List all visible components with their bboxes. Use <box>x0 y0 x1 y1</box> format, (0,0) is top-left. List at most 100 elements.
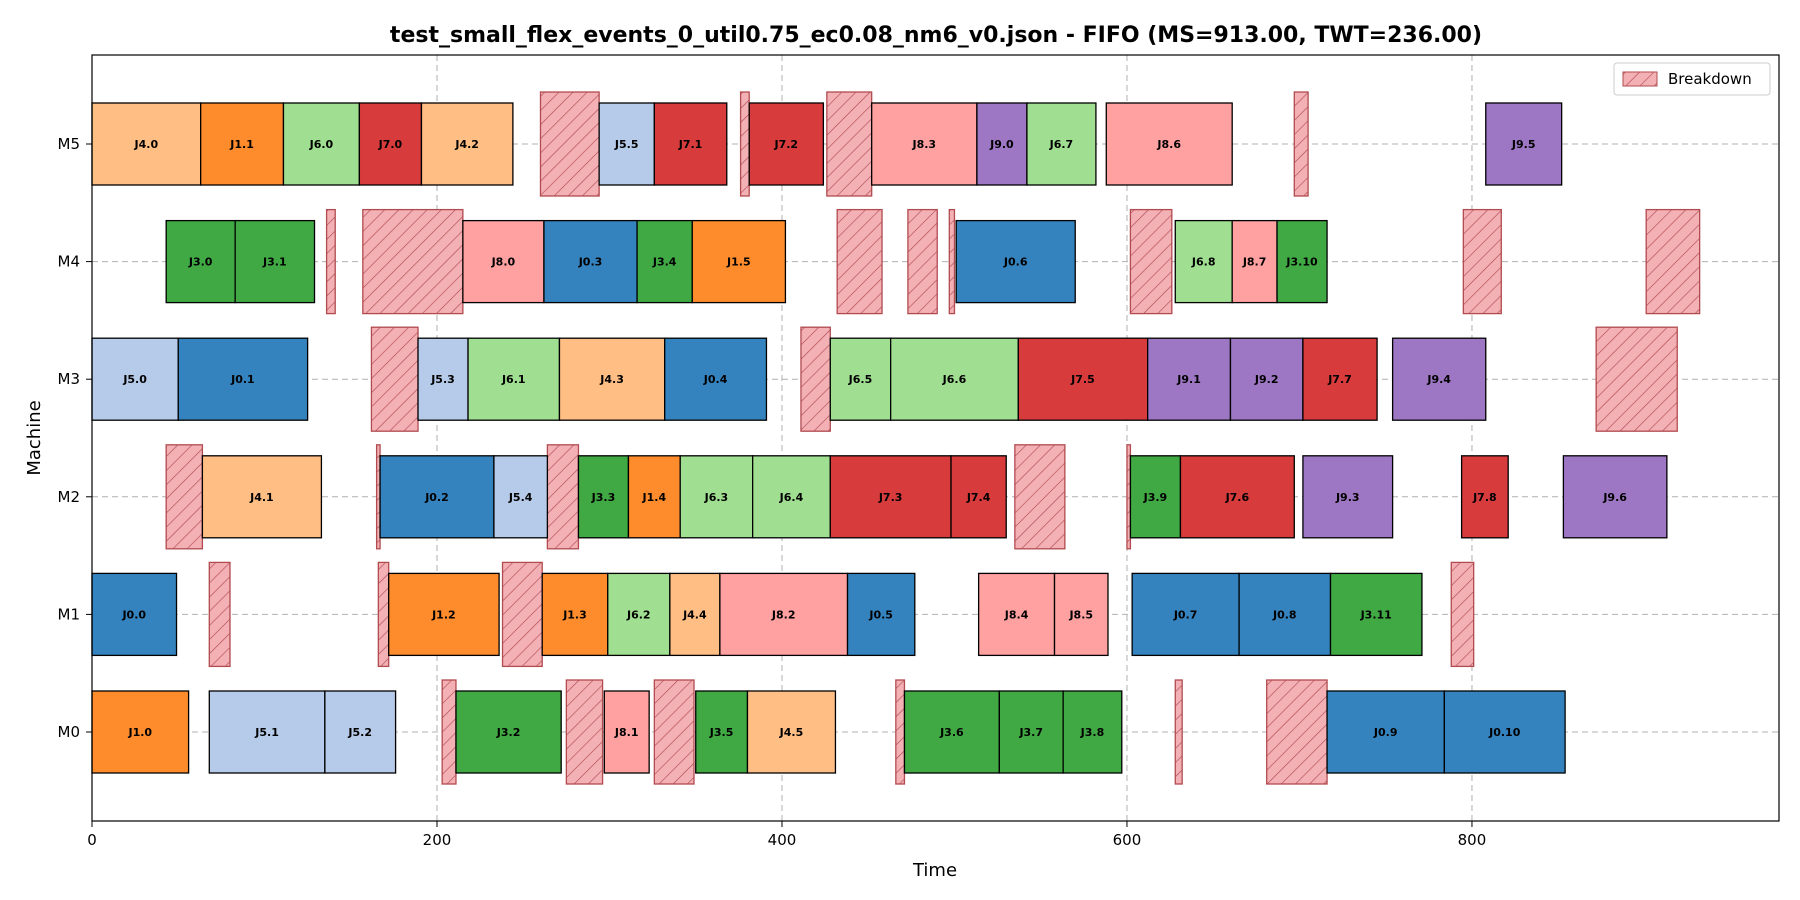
operation-label: J8.3 <box>911 138 936 151</box>
operation-bar <box>846 572 916 657</box>
operation-label: J7.2 <box>773 138 798 151</box>
breakdown-bar <box>1129 208 1173 315</box>
x-tick-label: 200 <box>423 831 452 849</box>
operation-bar <box>1276 219 1328 304</box>
operation-label: J3.3 <box>591 491 616 504</box>
x-axis-label: Time <box>912 860 957 881</box>
operation-label: J6.8 <box>1191 256 1216 269</box>
operation-j3-3: J3.3 <box>577 455 630 539</box>
operation-label: J1.2 <box>431 608 456 621</box>
y-axis-label: Machine <box>24 400 45 475</box>
operation-label: J4.0 <box>134 138 159 151</box>
operation-bar <box>679 455 754 539</box>
breakdown-bar <box>895 679 906 785</box>
operation-j7-7: J7.7 <box>1302 337 1378 421</box>
operation-label: J0.0 <box>121 608 146 621</box>
breakdown-bar <box>539 91 600 197</box>
operation-bar <box>1129 455 1182 539</box>
operation-j0-1: J0.1 <box>177 337 309 421</box>
operation-j8-5: J8.5 <box>1053 572 1109 657</box>
breakdown-bar <box>1450 561 1475 668</box>
operation-label: J6.4 <box>779 491 804 504</box>
operation-j7-2: J7.2 <box>748 102 825 186</box>
operation-label: J9.4 <box>1426 373 1451 386</box>
y-tick-label-m3: M3 <box>58 370 81 388</box>
chart-title: test_small_flex_events_0_util0.75_ec0.08… <box>390 23 1482 48</box>
operation-label: J8.4 <box>1004 608 1029 621</box>
y-axis: M0 M1 M2 M3 M4 M5 <box>58 135 92 741</box>
operation-label: J4.2 <box>454 138 479 151</box>
operation-j0-10: J0.10 <box>1443 690 1566 774</box>
y-tick-label-m4: M4 <box>58 253 81 271</box>
operation-bar <box>388 572 500 657</box>
operation-label: J0.10 <box>1488 726 1521 739</box>
operation-label: J3.11 <box>1360 608 1392 621</box>
x-axis: 0 200 400 600 800 <box>87 821 1486 849</box>
operation-j3-6: J3.6 <box>903 690 1000 774</box>
operation-bar <box>1147 337 1232 421</box>
operation-label: J0.6 <box>1003 256 1028 269</box>
operation-j6-3: J6.3 <box>679 455 754 539</box>
operation-j7-0: J7.0 <box>358 102 423 186</box>
operation-bar <box>829 455 952 539</box>
breakdown-bar <box>165 444 204 550</box>
operation-label: J0.1 <box>230 373 255 386</box>
operation-bar <box>455 690 562 774</box>
operation-label: J6.5 <box>848 373 873 386</box>
operation-j0-6: J0.6 <box>955 219 1076 304</box>
operation-j0-9: J0.9 <box>1326 690 1446 774</box>
operation-j4-2: J4.2 <box>420 102 514 186</box>
x-tick-label: 800 <box>1458 831 1487 849</box>
operation-j8-0: J8.0 <box>462 219 545 304</box>
operation-j6-8: J6.8 <box>1174 219 1233 304</box>
operation-j9-6: J9.6 <box>1562 455 1668 539</box>
x-tick-label: 0 <box>87 831 97 849</box>
y-tick-label-m5: M5 <box>58 135 81 153</box>
operation-j6-6: J6.6 <box>890 337 1019 421</box>
operation-label: J3.4 <box>652 256 677 269</box>
operation-label: J5.2 <box>347 726 372 739</box>
operation-label: J3.10 <box>1285 256 1318 269</box>
x-tick-label: 400 <box>768 831 797 849</box>
operation-label: J4.3 <box>599 373 624 386</box>
operation-bar <box>1174 219 1233 304</box>
operation-j0-0: J0.0 <box>91 572 178 657</box>
operation-j8-3: J8.3 <box>871 102 978 186</box>
operation-j3-2: J3.2 <box>455 690 562 774</box>
operation-j4-4: J4.4 <box>669 572 721 657</box>
breakdown-bar <box>1595 326 1678 432</box>
operation-label: J7.1 <box>678 138 703 151</box>
operation-j9-3: J9.3 <box>1302 455 1394 539</box>
operation-j9-0: J9.0 <box>976 102 1028 186</box>
operation-bar <box>1391 337 1487 421</box>
operation-j3-0: J3.0 <box>165 219 236 304</box>
operation-bar <box>177 337 309 421</box>
operation-label: J7.8 <box>1472 491 1497 504</box>
breakdown-bar <box>370 326 419 432</box>
breakdown-bar <box>1462 208 1502 315</box>
operation-label: J6.3 <box>704 491 729 504</box>
operation-layer: J4.0 J1.1 J6.0 J7.0 J4.2 J5.5 J7.1 J7.2 J8.3 J9.0… <box>91 102 1668 774</box>
operation-bar <box>165 219 236 304</box>
operation-j7-1: J7.1 <box>653 102 728 186</box>
breakdown-layer <box>165 91 1701 785</box>
operation-j7-8: J7.8 <box>1460 455 1509 539</box>
breakdown-bar <box>565 679 604 785</box>
operation-bar <box>1443 690 1566 774</box>
operation-bar <box>890 337 1019 421</box>
operation-bar <box>358 102 423 186</box>
operation-bar <box>234 219 316 304</box>
operation-j7-5: J7.5 <box>1017 337 1149 421</box>
operation-j6-5: J6.5 <box>829 337 892 421</box>
operation-j6-7: J6.7 <box>1026 102 1097 186</box>
operation-j4-5: J4.5 <box>746 690 837 774</box>
y-tick-label-m0: M0 <box>58 723 81 741</box>
legend-frame <box>1613 62 1771 96</box>
breakdown-bar <box>362 208 464 315</box>
x-tick-label: 600 <box>1113 831 1142 849</box>
operation-label: J9.1 <box>1176 373 1201 386</box>
operation-label: J6.6 <box>942 373 967 386</box>
operation-j9-2: J9.2 <box>1229 337 1304 421</box>
operation-label: J6.0 <box>309 138 334 151</box>
operation-j8-7: J8.7 <box>1231 219 1278 304</box>
